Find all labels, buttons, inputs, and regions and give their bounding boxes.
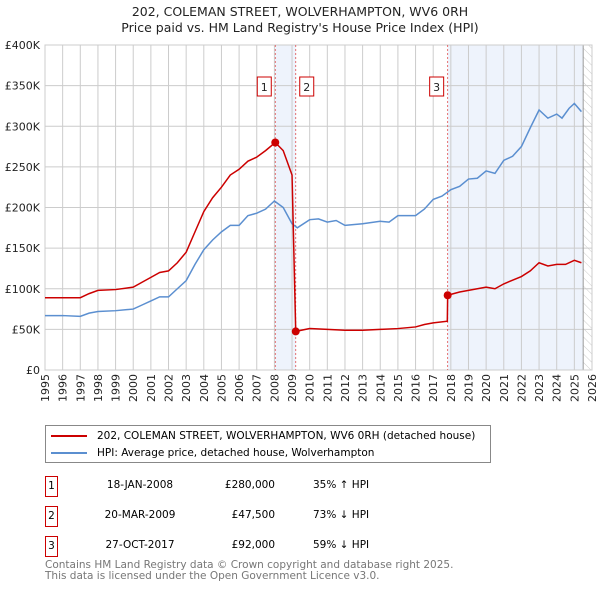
sale-marker-box [429, 76, 445, 97]
sale-point [443, 291, 452, 300]
y-tick-label: £50K [12, 323, 41, 336]
footer-line2: This data is licensed under the Open Gov… [45, 570, 380, 582]
x-tick-label: 2002 [163, 374, 176, 402]
x-tick-label: 1995 [39, 374, 52, 402]
x-tick-label: 2025 [568, 374, 581, 402]
x-tick-label: 2013 [357, 374, 370, 402]
x-tick-label: 1998 [92, 374, 105, 402]
sale-marker: 3 [45, 536, 58, 557]
sale-hpi-diff: 73% ↓ HPI [313, 509, 370, 521]
x-tick-label: 2015 [392, 374, 405, 402]
sale-point [271, 138, 280, 147]
sale-hpi-diff: 59% ↓ HPI [313, 539, 370, 551]
sale-date: 18-JAN-2008 [106, 479, 174, 491]
x-tick-label: 2004 [198, 374, 211, 402]
sale-marker: 1 [45, 476, 58, 497]
sale-row: 2 20-MAR-2009 £47,500 73% ↓ HPI [45, 506, 445, 528]
x-tick-label: 2026 [586, 374, 599, 402]
x-tick-label: 2006 [233, 374, 246, 402]
x-tick-label: 2001 [145, 374, 158, 402]
y-tick-label: £400K [5, 39, 41, 52]
x-tick-label: 1997 [74, 374, 87, 402]
legend: 202, COLEMAN STREET, WOLVERHAMPTON, WV6 … [45, 425, 491, 463]
sale-marker: 2 [45, 506, 58, 527]
sale-marker-box [299, 76, 315, 97]
legend-red-swatch [51, 435, 87, 437]
sale-price: £92,000 [231, 539, 275, 551]
footer-line1: Contains HM Land Registry data © Crown c… [45, 559, 454, 571]
x-tick-label: 2016 [410, 374, 423, 402]
x-tick-label: 2022 [515, 374, 528, 402]
sale-point [291, 327, 300, 336]
x-tick-label: 2019 [462, 374, 475, 402]
legend-blue-swatch [51, 452, 87, 454]
x-tick-label: 2000 [127, 374, 140, 402]
x-tick-label: 2005 [215, 374, 228, 402]
legend-property: 202, COLEMAN STREET, WOLVERHAMPTON, WV6 … [97, 430, 476, 442]
x-tick-label: 2012 [339, 374, 352, 402]
chart-title: 202, COLEMAN STREET, WOLVERHAMPTON, WV6 … [131, 4, 469, 19]
hpi-line [45, 102, 582, 318]
sale-marker-label: 2 [303, 81, 310, 94]
y-tick-label: £250K [5, 161, 41, 174]
y-tick-label: £150K [5, 242, 41, 255]
x-tick-label: 2010 [304, 374, 317, 402]
x-tick-label: 2024 [551, 374, 564, 402]
x-tick-label: 2023 [533, 374, 546, 402]
sale-row: 1 18-JAN-2008 £280,000 35% ↑ HPI [45, 476, 445, 498]
property-price-line [45, 141, 582, 333]
x-tick-label: 2008 [268, 374, 281, 402]
legend-hpi: HPI: Average price, detached house, Wolv… [97, 447, 375, 459]
x-tick-label: 2009 [286, 374, 299, 402]
x-tick-label: 2011 [321, 374, 334, 402]
sale-price: £47,500 [231, 509, 275, 521]
x-tick-label: 2020 [480, 374, 493, 402]
sale-date: 27-OCT-2017 [105, 539, 175, 551]
x-tick-label: 2007 [251, 374, 264, 402]
x-tick-label: 2003 [180, 374, 193, 402]
y-tick-label: £200K [5, 202, 41, 215]
chart-subtitle: Price paid vs. HM Land Registry's House … [121, 20, 479, 35]
x-tick-label: 2014 [374, 374, 387, 402]
y-tick-label: £100K [5, 283, 41, 296]
sale-date: 20-MAR-2009 [104, 509, 176, 521]
x-tick-label: 2017 [427, 374, 440, 402]
plot-area: 1995 1996 1997 1998 1999 2000 2001 2002 2003 2004… [5, 39, 599, 402]
x-tick-label: 2021 [498, 374, 511, 402]
x-tick-label: 1996 [57, 374, 70, 402]
y-tick-label: £300K [5, 120, 41, 133]
sale-hpi-diff: 35% ↑ HPI [313, 479, 370, 491]
y-tick-label: £0 [26, 364, 40, 377]
sale-row: 3 27-OCT-2017 £92,000 59% ↓ HPI [45, 536, 445, 558]
x-tick-label: 2018 [445, 374, 458, 402]
footer: Contains HM Land Registry data © Crown c… [45, 560, 453, 582]
sale-marker-label: 1 [261, 81, 268, 94]
sale-marker-label: 3 [433, 81, 440, 94]
sale-marker-box [256, 76, 272, 97]
sale-price: £280,000 [224, 479, 275, 491]
x-tick-label: 1999 [110, 374, 123, 402]
plot-frame [44, 44, 593, 371]
y-tick-label: £350K [5, 80, 41, 93]
